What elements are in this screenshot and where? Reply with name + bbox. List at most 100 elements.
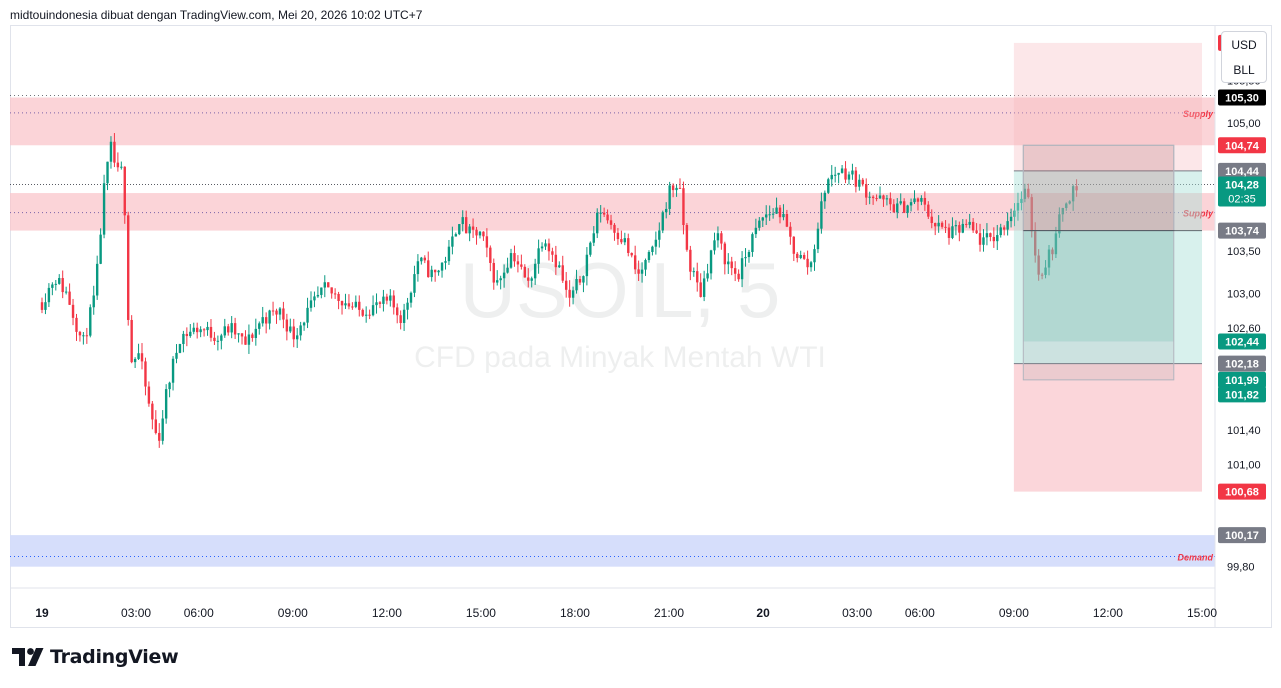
candle[interactable] xyxy=(827,177,830,194)
candle[interactable] xyxy=(154,410,158,435)
candle[interactable] xyxy=(361,308,364,318)
candle[interactable] xyxy=(1061,207,1064,222)
candle[interactable] xyxy=(633,245,637,275)
candle[interactable] xyxy=(837,172,840,184)
candle[interactable] xyxy=(461,210,464,232)
candle[interactable] xyxy=(433,269,437,282)
candle[interactable] xyxy=(54,279,57,291)
candle[interactable] xyxy=(430,265,433,282)
candle[interactable] xyxy=(489,245,492,272)
candle[interactable] xyxy=(868,191,871,205)
candle[interactable] xyxy=(647,250,651,263)
candle[interactable] xyxy=(613,223,616,241)
candle[interactable] xyxy=(637,260,640,281)
candle[interactable] xyxy=(471,218,475,238)
candle[interactable] xyxy=(606,209,609,224)
candle[interactable] xyxy=(754,218,758,238)
price-label-badge[interactable]: 104,44 xyxy=(1218,162,1266,179)
candle[interactable] xyxy=(692,267,695,277)
candle[interactable] xyxy=(568,280,571,307)
candle[interactable] xyxy=(675,184,678,197)
candle[interactable] xyxy=(413,265,416,298)
candle[interactable] xyxy=(578,275,582,286)
candle[interactable] xyxy=(640,262,644,283)
candle[interactable] xyxy=(971,218,975,233)
candle[interactable] xyxy=(209,319,213,342)
candle[interactable] xyxy=(609,214,613,230)
candle[interactable] xyxy=(44,293,47,315)
candle[interactable] xyxy=(240,333,244,345)
candle[interactable] xyxy=(492,258,495,290)
candle[interactable] xyxy=(140,343,144,370)
candle[interactable] xyxy=(451,226,454,255)
candle[interactable] xyxy=(775,197,778,215)
price-label-badge[interactable]: 102,18 xyxy=(1218,355,1266,372)
candle[interactable] xyxy=(689,245,692,281)
candle[interactable] xyxy=(327,282,330,288)
candle[interactable] xyxy=(782,204,785,221)
candle[interactable] xyxy=(651,245,654,256)
candle[interactable] xyxy=(685,222,689,252)
candle[interactable] xyxy=(302,321,306,331)
position-stop-zone[interactable] xyxy=(1013,363,1202,492)
candle[interactable] xyxy=(189,324,192,338)
candle[interactable] xyxy=(785,209,789,228)
candle[interactable] xyxy=(330,287,333,299)
candle[interactable] xyxy=(920,195,923,206)
candle[interactable] xyxy=(523,264,527,278)
candle[interactable] xyxy=(999,223,1002,238)
price-chart[interactable]: Supply Supply Demand USOIL, 5 CFD pada Min… xyxy=(10,25,1272,628)
candle[interactable] xyxy=(592,226,595,247)
candle[interactable] xyxy=(382,289,385,312)
candle[interactable] xyxy=(599,205,602,223)
candle[interactable] xyxy=(1023,183,1027,203)
candle[interactable] xyxy=(296,328,299,348)
candle[interactable] xyxy=(75,313,78,341)
candle[interactable] xyxy=(254,318,258,346)
candle[interactable] xyxy=(944,220,947,234)
candle[interactable] xyxy=(1068,200,1071,205)
candle[interactable] xyxy=(423,255,426,264)
candle[interactable] xyxy=(309,291,313,312)
candle[interactable] xyxy=(733,261,737,282)
candle[interactable] xyxy=(899,193,902,206)
candle[interactable] xyxy=(882,194,885,207)
candle[interactable] xyxy=(378,301,382,309)
candle[interactable] xyxy=(1065,202,1068,211)
candle[interactable] xyxy=(1051,247,1054,261)
candle[interactable] xyxy=(840,165,844,174)
candle[interactable] xyxy=(792,236,796,262)
candle[interactable] xyxy=(916,197,920,211)
candle[interactable] xyxy=(530,276,533,288)
candle[interactable] xyxy=(247,324,251,354)
candle[interactable] xyxy=(902,198,906,214)
candle[interactable] xyxy=(164,384,168,424)
candle[interactable] xyxy=(706,263,709,282)
candle[interactable] xyxy=(278,307,282,321)
candle[interactable] xyxy=(1002,225,1006,236)
candle[interactable] xyxy=(513,245,516,267)
candle[interactable] xyxy=(1034,222,1037,263)
candle[interactable] xyxy=(765,205,768,225)
candle[interactable] xyxy=(51,282,54,296)
candle[interactable] xyxy=(40,297,44,314)
candle[interactable] xyxy=(482,231,485,241)
candle[interactable] xyxy=(158,423,161,448)
candle[interactable] xyxy=(1071,184,1075,211)
candle[interactable] xyxy=(533,258,537,285)
candle[interactable] xyxy=(564,272,568,298)
candle[interactable] xyxy=(847,171,851,185)
candle[interactable] xyxy=(671,183,675,198)
candle[interactable] xyxy=(371,295,375,317)
candle[interactable] xyxy=(620,230,623,245)
candle[interactable] xyxy=(951,217,954,240)
price-label-badge[interactable]: 100,17 xyxy=(1218,527,1266,544)
candle[interactable] xyxy=(623,232,627,246)
candle[interactable] xyxy=(996,224,999,250)
candle[interactable] xyxy=(602,207,606,218)
candle[interactable] xyxy=(358,295,361,317)
candle[interactable] xyxy=(364,306,368,323)
candle[interactable] xyxy=(437,269,440,276)
candle[interactable] xyxy=(202,328,206,337)
candle[interactable] xyxy=(264,312,268,334)
